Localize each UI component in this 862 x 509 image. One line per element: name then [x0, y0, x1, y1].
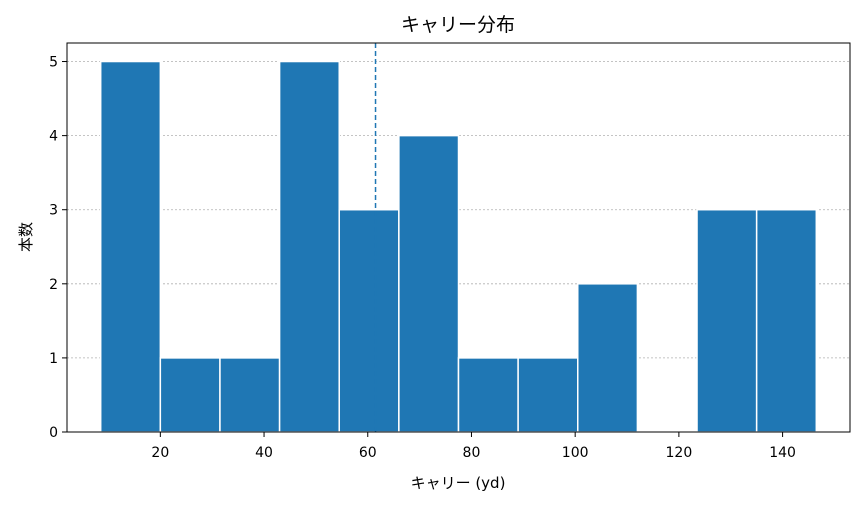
x-axis: 20 40 60 80 100 120 140: [151, 432, 796, 461]
x-tick-label: 80: [463, 445, 481, 461]
histogram-bar: [517, 357, 579, 433]
histogram-bar: [457, 357, 519, 433]
x-tick-label: 140: [769, 445, 796, 461]
y-tick-label: 5: [49, 55, 58, 71]
x-tick-label: 100: [562, 445, 589, 461]
y-tick-label: 3: [49, 203, 58, 219]
x-tick-label: 40: [255, 445, 273, 461]
histogram-bar: [338, 208, 400, 433]
y-axis: 0 1 2 3 4 5: [49, 55, 67, 441]
x-tick-label: 60: [359, 445, 377, 461]
bars: [99, 60, 818, 433]
x-tick-label: 120: [666, 445, 693, 461]
histogram-bar: [99, 60, 162, 433]
histogram-bar: [577, 283, 639, 433]
y-tick-label: 2: [49, 277, 58, 293]
x-axis-label: キャリー (yd): [411, 474, 506, 492]
y-tick-label: 1: [49, 351, 58, 367]
y-tick-label: 0: [49, 425, 58, 441]
plot-frame: [66, 42, 851, 433]
histogram-bar: [278, 60, 340, 433]
y-axis-label: 本数: [17, 222, 35, 252]
chart-title: キャリー分布: [401, 14, 515, 36]
y-tick-label: 4: [49, 129, 58, 145]
x-tick-label: 20: [151, 445, 169, 461]
histogram-bar: [159, 357, 221, 433]
histogram-bar: [219, 357, 281, 433]
histogram-bar: [696, 208, 758, 433]
histogram-bar: [755, 208, 818, 433]
histogram-bar: [398, 134, 460, 433]
